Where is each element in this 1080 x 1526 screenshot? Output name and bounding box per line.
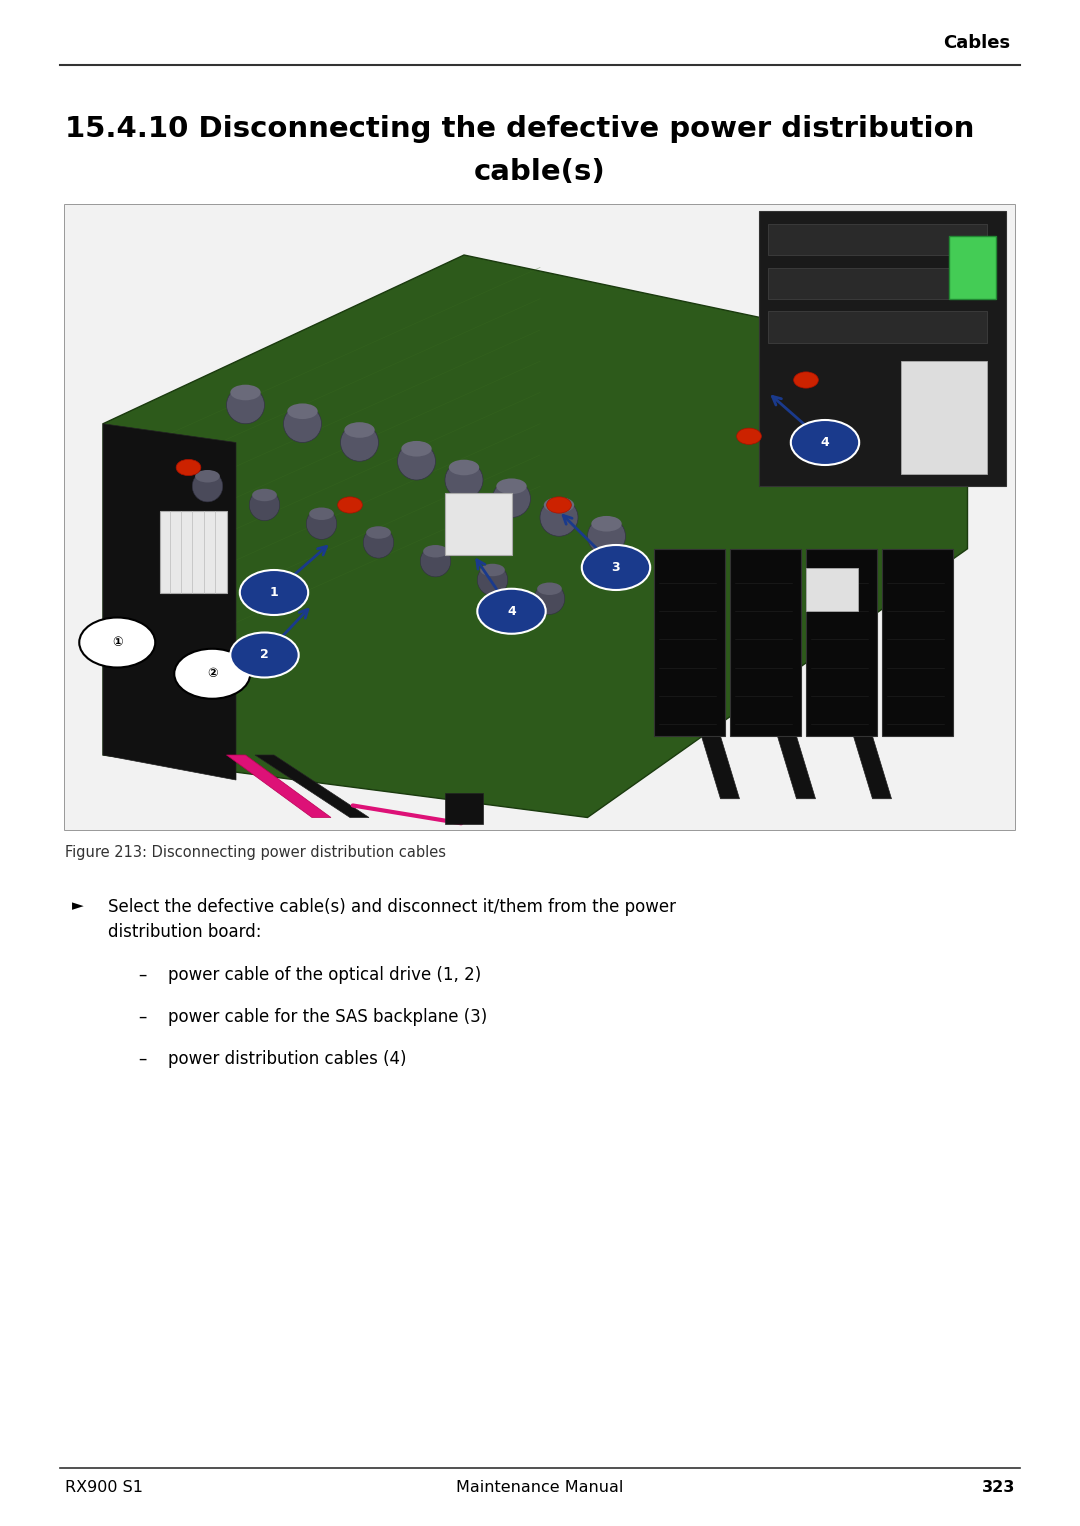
- Text: 4: 4: [508, 604, 516, 618]
- Ellipse shape: [363, 526, 394, 559]
- Text: ②: ②: [207, 667, 217, 681]
- FancyArrowPatch shape: [353, 806, 461, 824]
- Ellipse shape: [230, 385, 260, 400]
- Bar: [806, 568, 859, 612]
- Text: power cable for the SAS backplane (3): power cable for the SAS backplane (3): [168, 1009, 487, 1025]
- Text: Select the defective cable(s) and disconnect it/them from the power: Select the defective cable(s) and discon…: [108, 897, 676, 916]
- Bar: [445, 792, 483, 824]
- Polygon shape: [255, 755, 369, 818]
- Text: Cables: Cables: [943, 34, 1010, 52]
- Text: –: –: [138, 966, 147, 984]
- Ellipse shape: [192, 470, 222, 502]
- Ellipse shape: [309, 508, 334, 520]
- Bar: [160, 511, 227, 592]
- Bar: [65, 204, 1015, 830]
- Ellipse shape: [497, 479, 527, 494]
- Circle shape: [174, 649, 251, 699]
- Ellipse shape: [307, 508, 337, 539]
- Ellipse shape: [340, 424, 378, 461]
- Text: –: –: [138, 1050, 147, 1068]
- Text: 2: 2: [260, 649, 269, 661]
- Text: RX900 S1: RX900 S1: [65, 1480, 143, 1495]
- Ellipse shape: [540, 499, 578, 536]
- Text: distribution board:: distribution board:: [108, 923, 261, 942]
- Bar: [730, 549, 801, 736]
- Ellipse shape: [449, 459, 480, 475]
- Bar: [768, 311, 986, 342]
- Ellipse shape: [445, 461, 483, 499]
- Ellipse shape: [544, 497, 575, 513]
- Polygon shape: [103, 424, 237, 780]
- Circle shape: [791, 420, 860, 465]
- Bar: [654, 549, 726, 736]
- Polygon shape: [758, 211, 1005, 487]
- Ellipse shape: [402, 441, 432, 456]
- Polygon shape: [702, 736, 740, 798]
- Polygon shape: [227, 755, 330, 818]
- Ellipse shape: [535, 583, 565, 615]
- Polygon shape: [778, 736, 815, 798]
- Text: 323: 323: [982, 1480, 1015, 1495]
- Bar: [948, 237, 996, 299]
- Polygon shape: [853, 736, 891, 798]
- Circle shape: [737, 429, 761, 444]
- Ellipse shape: [195, 470, 220, 482]
- Circle shape: [477, 589, 545, 633]
- Ellipse shape: [252, 488, 276, 501]
- Bar: [882, 549, 954, 736]
- Text: 4: 4: [821, 436, 829, 449]
- Ellipse shape: [481, 563, 504, 577]
- Text: ►: ►: [72, 897, 84, 913]
- Text: –: –: [138, 1009, 147, 1025]
- Text: 3: 3: [611, 562, 620, 574]
- Text: Maintenance Manual: Maintenance Manual: [457, 1480, 623, 1495]
- Ellipse shape: [366, 526, 391, 539]
- Bar: [901, 362, 986, 473]
- Ellipse shape: [477, 565, 508, 595]
- Bar: [768, 224, 986, 255]
- Ellipse shape: [287, 403, 318, 420]
- Circle shape: [582, 545, 650, 591]
- Circle shape: [240, 571, 308, 615]
- Text: cable(s): cable(s): [474, 159, 606, 186]
- Text: 1: 1: [270, 586, 279, 600]
- Circle shape: [79, 618, 156, 667]
- Bar: [768, 267, 986, 299]
- Polygon shape: [103, 255, 968, 818]
- Ellipse shape: [492, 481, 530, 517]
- Ellipse shape: [345, 423, 375, 438]
- Ellipse shape: [588, 517, 625, 555]
- Ellipse shape: [283, 404, 322, 443]
- Text: Figure 213: Disconnecting power distribution cables: Figure 213: Disconnecting power distribu…: [65, 845, 446, 861]
- Circle shape: [546, 497, 571, 513]
- Circle shape: [794, 372, 819, 388]
- Text: power distribution cables (4): power distribution cables (4): [168, 1050, 406, 1068]
- Ellipse shape: [592, 516, 622, 531]
- Ellipse shape: [397, 443, 435, 481]
- Bar: [65, 204, 1015, 830]
- Bar: [445, 493, 512, 555]
- Ellipse shape: [420, 546, 450, 577]
- Ellipse shape: [249, 490, 280, 520]
- Ellipse shape: [537, 583, 562, 595]
- Text: power cable of the optical drive (1, 2): power cable of the optical drive (1, 2): [168, 966, 482, 984]
- Circle shape: [338, 497, 363, 513]
- Ellipse shape: [227, 386, 265, 424]
- Circle shape: [230, 632, 299, 678]
- Circle shape: [176, 459, 201, 476]
- Bar: [806, 549, 877, 736]
- Text: 15.4.10 Disconnecting the defective power distribution: 15.4.10 Disconnecting the defective powe…: [65, 114, 974, 143]
- Text: ①: ①: [112, 636, 122, 649]
- Ellipse shape: [423, 545, 448, 557]
